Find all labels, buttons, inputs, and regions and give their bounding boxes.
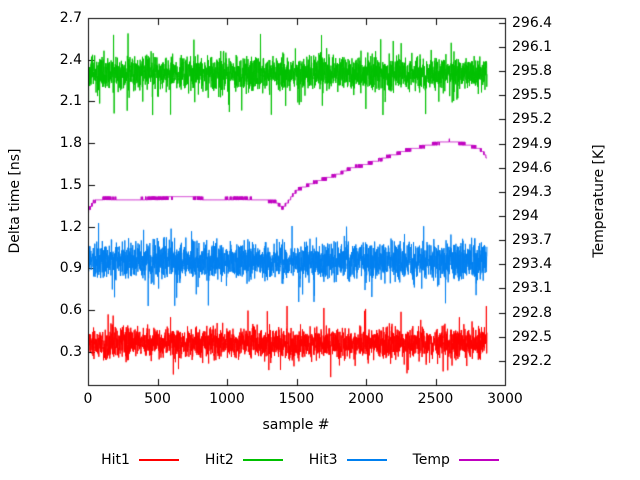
x-axis-title: sample # [262, 417, 330, 433]
right-axis-title: Temperature [K] [591, 144, 607, 258]
legend-line-sample [458, 459, 499, 461]
right-axis-tick-label: 292.8 [512, 304, 553, 321]
left-axis-tick-label: 2.7 [59, 10, 82, 26]
left-axis-tick-label: 2.4 [59, 51, 82, 68]
x-axis-tick-label: 0 [83, 391, 93, 407]
right-axis-tick-label: 293.1 [512, 280, 553, 297]
legend-item-hit3: Hit3 [309, 452, 387, 468]
left-axis-tick-label: 1.8 [59, 135, 82, 152]
legend-line-sample [242, 459, 283, 461]
x-axis-tick-label: 2000 [348, 391, 384, 407]
left-axis-tick-label: 2.1 [59, 93, 82, 110]
legend-label: Temp [412, 452, 450, 468]
right-axis-tick-label: 295.2 [512, 111, 553, 128]
right-axis-tick-label: 296.1 [512, 38, 553, 55]
legend-label: Hit1 [101, 452, 130, 468]
right-axis-tick-label: 293.4 [512, 256, 553, 273]
right-axis-tick-label: 294 [512, 207, 539, 224]
legend-item-hit2: Hit2 [205, 452, 283, 468]
left-axis-tick-label: 0.3 [59, 343, 82, 360]
legend: Hit1 Hit2 Hit3 Temp [70, 452, 530, 468]
left-axis-tick-label: 0.9 [59, 260, 82, 277]
right-axis-tick-label: 293.7 [512, 232, 553, 249]
x-axis-tick-label: 3000 [487, 391, 523, 407]
x-axis-tick-label: 1000 [209, 391, 245, 407]
right-axis-tick-label: 295.8 [512, 63, 553, 80]
right-axis-tick-label: 292.5 [512, 328, 553, 345]
right-axis-tick-label: 294.3 [512, 183, 553, 200]
right-axis-tick-label: 296.4 [512, 14, 553, 31]
right-axis-tick-label: 292.2 [512, 352, 553, 369]
right-axis-tick-label: 294.9 [512, 135, 553, 152]
x-axis-tick-label: 500 [144, 391, 171, 407]
x-axis-tick-label: 2500 [417, 391, 454, 407]
legend-label: Hit3 [308, 452, 338, 468]
legend-item-hit1: Hit1 [101, 452, 179, 468]
legend-line-sample [138, 459, 179, 461]
legend-line-sample [346, 459, 387, 461]
left-axis-title: Delta time [ns] [7, 148, 23, 254]
left-axis-tick-label: 1.5 [59, 176, 82, 193]
left-axis-tick-label: 1.2 [59, 218, 82, 235]
left-axis-tick-label: 0.6 [59, 301, 82, 318]
right-axis-tick-label: 294.6 [512, 159, 553, 176]
x-axis-tick-label: 1500 [278, 391, 315, 407]
right-axis-tick-label: 295.5 [512, 87, 553, 104]
legend-label: Hit2 [204, 452, 234, 468]
legend-item-temp: Temp [413, 452, 499, 468]
